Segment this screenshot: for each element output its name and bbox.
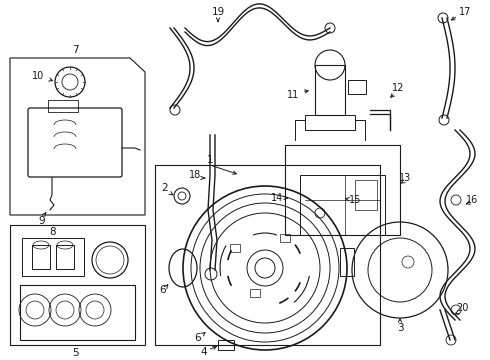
Text: 20: 20 bbox=[456, 303, 468, 313]
Text: 1: 1 bbox=[207, 155, 213, 165]
Text: 7: 7 bbox=[72, 45, 78, 55]
Text: 11: 11 bbox=[287, 90, 299, 100]
Text: 9: 9 bbox=[39, 216, 45, 226]
Text: 4: 4 bbox=[201, 347, 207, 357]
Text: 3: 3 bbox=[397, 323, 403, 333]
Bar bbox=[340, 248, 354, 276]
Bar bbox=[300, 175, 385, 235]
Bar bbox=[250, 289, 260, 297]
Text: 16: 16 bbox=[466, 195, 478, 205]
Text: 13: 13 bbox=[399, 173, 411, 183]
Bar bbox=[315, 65, 345, 115]
Bar bbox=[230, 244, 240, 252]
Bar bbox=[355, 180, 377, 210]
Bar bbox=[56, 245, 74, 269]
Bar bbox=[10, 225, 145, 345]
Bar bbox=[285, 145, 400, 235]
Text: 17: 17 bbox=[459, 7, 471, 17]
Text: 12: 12 bbox=[392, 83, 404, 93]
Text: 18: 18 bbox=[189, 170, 201, 180]
Text: 6: 6 bbox=[195, 333, 201, 343]
Text: 15: 15 bbox=[349, 195, 361, 205]
Bar bbox=[280, 234, 290, 242]
Bar bbox=[22, 238, 84, 276]
Bar bbox=[218, 340, 234, 350]
Bar bbox=[305, 115, 355, 130]
Text: 19: 19 bbox=[211, 7, 224, 17]
Text: 2: 2 bbox=[162, 183, 168, 193]
Text: 5: 5 bbox=[72, 348, 78, 358]
Text: 14: 14 bbox=[271, 193, 283, 203]
Bar bbox=[32, 245, 50, 269]
Bar bbox=[48, 100, 78, 112]
Text: 6: 6 bbox=[160, 285, 166, 295]
Bar bbox=[155, 165, 380, 345]
Text: 8: 8 bbox=[49, 227, 56, 237]
Text: 10: 10 bbox=[32, 71, 44, 81]
Bar bbox=[348, 80, 366, 94]
